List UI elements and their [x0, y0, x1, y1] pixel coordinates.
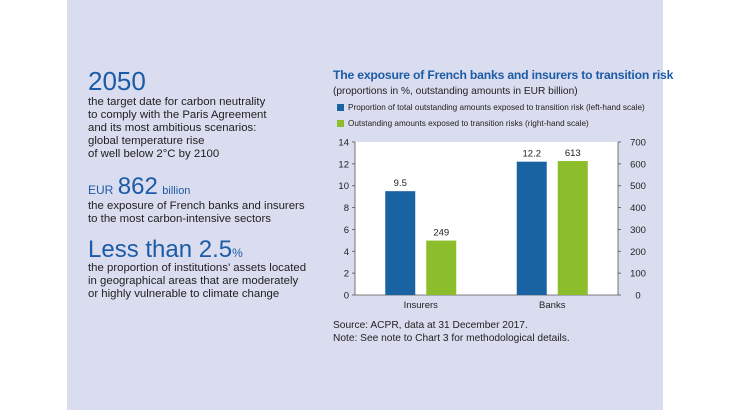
text-line: the exposure of French banks and insurer… [88, 200, 305, 212]
legend-label: Outstanding amounts exposed to transitio… [348, 119, 589, 128]
text-line: global temperature rise [88, 135, 205, 147]
unit-label: billion [162, 185, 191, 197]
stat-2-5-text: the proportion of institutions’ assets l… [88, 262, 306, 301]
stat-2050-value: 2050 [88, 66, 146, 96]
legend-swatch-green [337, 120, 344, 127]
chart-title: The exposure of French banks and insurer… [333, 68, 674, 82]
left-tick-label: 4 [344, 247, 349, 258]
legend-label: Proportion of total outstanding amounts … [348, 103, 645, 112]
data-label: 12.2 [523, 149, 542, 160]
text-line: the proportion of institutions’ assets l… [88, 262, 307, 274]
left-tick-label: 6 [344, 225, 349, 236]
left-tick-label: 10 [338, 181, 349, 192]
left-tick-label: 12 [338, 159, 349, 170]
chart-subtitle: (proportions in %, outstanding amounts i… [333, 86, 578, 97]
right-tick-label: 400 [630, 203, 646, 214]
category-label: Insurers [404, 300, 439, 311]
text-line: of well below 2°C by 2100 [88, 148, 220, 160]
text-line: in geographical areas that are moderatel… [88, 275, 299, 287]
stat-862-text: the exposure of French banks and insurer… [88, 200, 305, 226]
bar [516, 161, 547, 295]
text-line: to comply with the Paris Agreement [88, 109, 267, 121]
text-line: to the most carbon-intensive sectors [88, 213, 271, 225]
text-line: the target date for carbon neutrality [88, 96, 266, 108]
right-tick-label: 300 [630, 225, 646, 236]
right-tick-label: 600 [630, 159, 646, 170]
legend-swatch-blue [337, 104, 344, 111]
percent-value: Less than 2.5 [88, 236, 233, 263]
data-label: 9.5 [394, 178, 407, 189]
data-label: 613 [565, 148, 581, 159]
percent-sign: % [232, 246, 243, 260]
left-tick-label: 0 [344, 291, 349, 302]
bar [385, 191, 416, 295]
stat-2050-text: the target date for carbon neutrality to… [88, 96, 267, 161]
legend-item-amounts: Outstanding amounts exposed to transitio… [337, 119, 589, 128]
stat-862-value: EUR 862 billion [88, 175, 190, 199]
text-line: and its most ambitious scenarios: [88, 122, 257, 134]
amount-value: 862 [117, 173, 158, 200]
bar [557, 161, 588, 295]
right-tick-label: 0 [635, 291, 640, 302]
left-tick-label: 2 [344, 269, 349, 280]
left-tick-label: 14 [338, 138, 349, 149]
bar [426, 240, 457, 295]
stat-2-5-value: Less than 2.5% [88, 238, 243, 262]
currency-label: EUR [88, 183, 114, 197]
source-note: Source: ACPR, data at 31 December 2017. [333, 320, 528, 331]
text-line: or highly vulnerable to climate change [88, 288, 280, 300]
category-label: Banks [539, 300, 566, 311]
right-tick-label: 500 [630, 181, 646, 192]
methodology-note: Note: See note to Chart 3 for methodolog… [333, 333, 570, 344]
right-tick-label: 700 [630, 138, 646, 149]
data-label: 249 [433, 228, 449, 239]
legend-item-proportion: Proportion of total outstanding amounts … [337, 103, 645, 112]
right-tick-label: 100 [630, 269, 646, 280]
right-tick-label: 200 [630, 247, 646, 258]
left-tick-label: 8 [344, 203, 349, 214]
